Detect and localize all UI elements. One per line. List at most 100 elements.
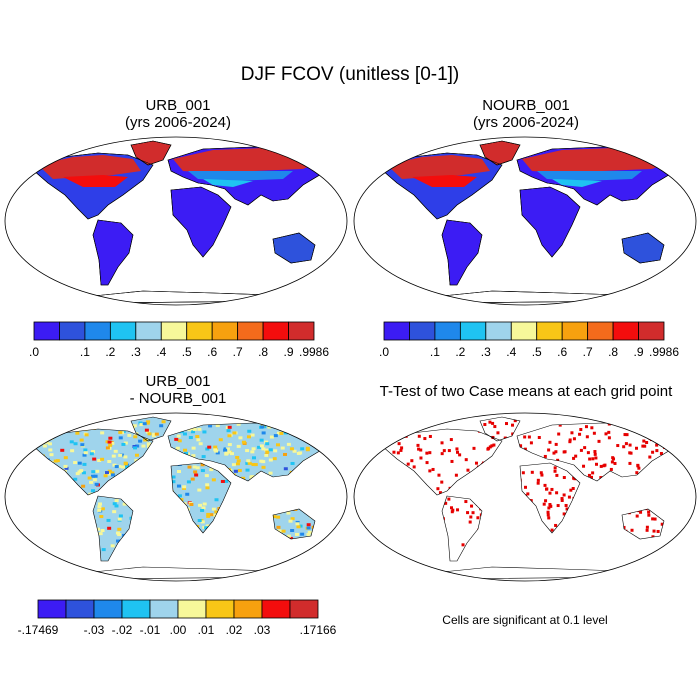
- colorbar-label: .9: [634, 345, 644, 359]
- panel-4-title: T-Test of two Case means at each grid po…: [356, 383, 696, 400]
- difference-cell: [79, 438, 84, 442]
- difference-cell: [110, 544, 115, 548]
- difference-cell: [209, 468, 214, 472]
- colorbar-label: .0: [29, 345, 39, 359]
- significant-cell: [521, 471, 525, 475]
- significant-cell: [658, 426, 662, 430]
- significant-cell: [436, 487, 440, 491]
- colorbar-label: .4: [506, 345, 516, 359]
- significant-cell: [396, 451, 400, 455]
- difference-cell: [95, 527, 100, 531]
- significant-cell: [401, 426, 405, 430]
- significant-cell: [593, 452, 597, 456]
- difference-cell: [171, 475, 176, 479]
- significant-cell: [431, 467, 435, 471]
- difference-cell: [200, 508, 205, 512]
- difference-cell: [64, 466, 69, 470]
- high-fcov-region: [552, 179, 602, 187]
- difference-cell: [73, 442, 78, 446]
- difference-cell: [230, 452, 235, 456]
- map-content: [381, 140, 683, 304]
- difference-cell: [245, 461, 250, 465]
- difference-cell: [329, 445, 333, 449]
- difference-cell: [276, 525, 281, 529]
- difference-cell: [197, 427, 202, 431]
- significant-cell: [423, 437, 427, 441]
- difference-cell: [182, 486, 187, 490]
- difference-cell: [159, 424, 164, 428]
- significant-cell: [587, 473, 591, 477]
- coastline-north-america: [381, 152, 503, 220]
- difference-cell: [132, 424, 137, 428]
- significant-cell: [455, 447, 459, 451]
- colorbar-label: .7: [233, 345, 243, 359]
- difference-cell: [215, 424, 220, 428]
- map-panel-urb: [4, 136, 348, 306]
- difference-cell: [82, 462, 87, 466]
- significant-cell: [546, 510, 550, 514]
- difference-cell: [196, 438, 201, 442]
- difference-cell: [41, 426, 46, 430]
- colorbar-label: .3: [131, 345, 141, 359]
- significant-cell: [688, 424, 691, 427]
- significant-cell: [362, 459, 365, 462]
- significant-cell: [490, 444, 494, 448]
- significant-cell: [645, 525, 649, 529]
- difference-cell: [195, 435, 200, 439]
- difference-cell: [295, 426, 300, 430]
- difference-cell: [77, 470, 82, 474]
- significant-cell: [529, 441, 533, 445]
- map-border: [353, 136, 697, 306]
- difference-cell: [247, 429, 252, 433]
- high-fcov-region: [387, 155, 490, 179]
- difference-cell: [81, 471, 86, 475]
- difference-cell: [110, 471, 115, 475]
- significant-cell: [440, 480, 444, 484]
- difference-cell: [281, 529, 286, 533]
- difference-cell: [20, 421, 24, 424]
- significant-cell: [428, 434, 432, 438]
- significant-cell: [558, 423, 562, 427]
- significant-cell: [639, 510, 643, 514]
- difference-cell: [305, 448, 310, 452]
- significant-cell: [556, 458, 560, 462]
- significant-cell: [372, 437, 375, 440]
- panel-2-title-line1: NOURB_001: [482, 97, 570, 114]
- difference-cell: [264, 453, 269, 457]
- difference-cell: [295, 522, 300, 526]
- difference-cell: [314, 432, 319, 436]
- significant-cell: [428, 451, 432, 455]
- colorbar-urb: .0 .1 .2 .3 .4 .5 .6 .7 .8 .9 .9986: [29, 321, 329, 359]
- difference-cell: [36, 426, 41, 430]
- difference-cell: [103, 474, 108, 478]
- difference-cell: [125, 465, 130, 469]
- difference-cell: [97, 508, 102, 512]
- difference-cell: [26, 430, 30, 433]
- significant-cell: [562, 476, 566, 480]
- significant-cell: [672, 440, 676, 444]
- difference-cell: [23, 419, 27, 422]
- difference-cell: [107, 460, 112, 464]
- difference-cell: [253, 463, 258, 467]
- difference-cell: [292, 449, 297, 453]
- significant-cell: [471, 511, 475, 515]
- coastline-north-america: [381, 428, 503, 496]
- significant-cell: [370, 546, 373, 549]
- significant-cell: [466, 468, 470, 472]
- difference-cell: [211, 507, 216, 511]
- coastline-australia: [621, 232, 665, 264]
- significant-cell: [676, 540, 680, 544]
- significant-cell: [682, 461, 685, 464]
- difference-cell: [202, 430, 207, 434]
- significant-cell: [416, 443, 420, 447]
- significant-cell: [362, 425, 365, 428]
- difference-cell: [84, 420, 89, 424]
- difference-cell: [300, 447, 305, 451]
- difference-cell: [241, 476, 246, 480]
- difference-cell: [298, 524, 303, 528]
- difference-cell: [195, 466, 200, 470]
- colorbar-swatch: [205, 599, 235, 619]
- difference-cell: [106, 518, 111, 522]
- significant-cell: [527, 435, 531, 439]
- significant-cell: [442, 449, 446, 453]
